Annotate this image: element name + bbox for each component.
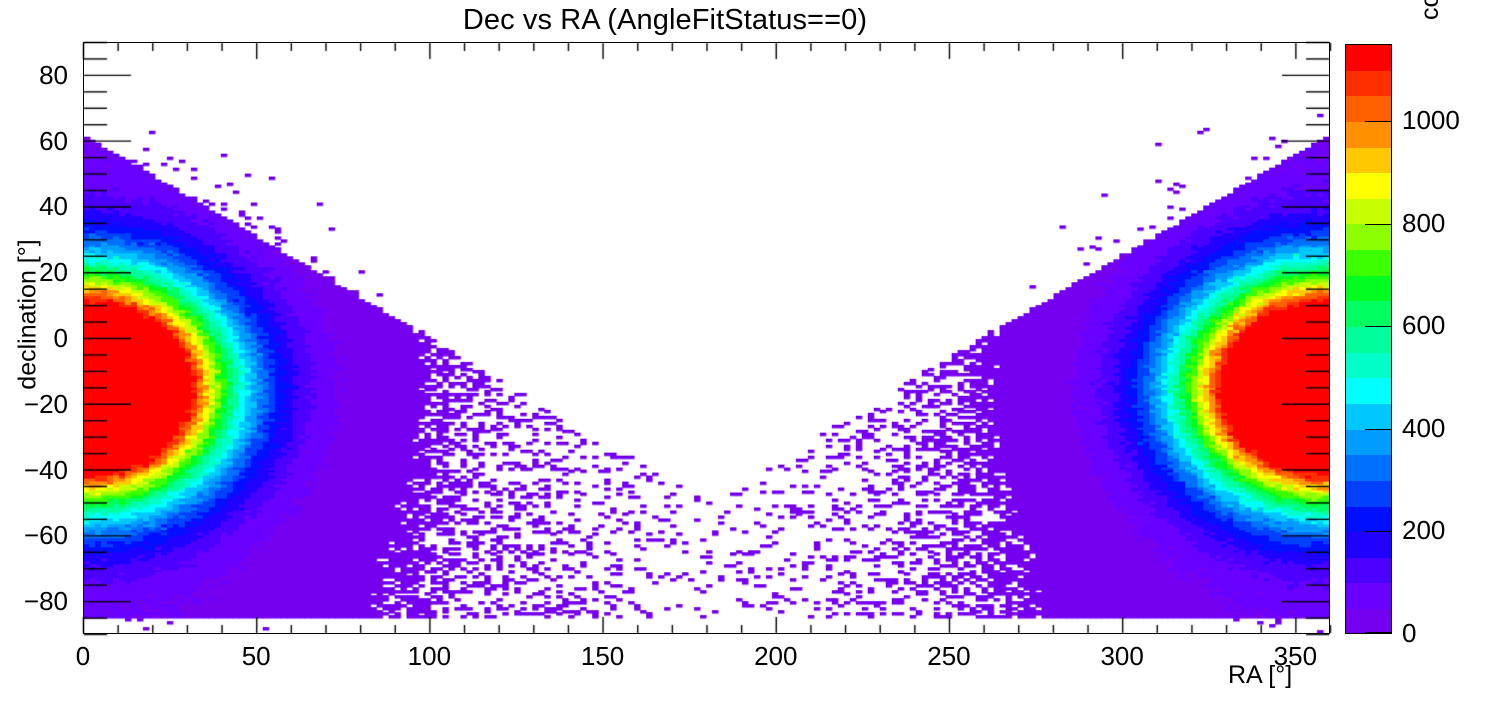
- color-bar-band: [1346, 45, 1391, 71]
- color-bar-band: [1346, 557, 1391, 584]
- x-axis-title: RA [°]: [1228, 661, 1293, 689]
- color-bar-band: [1346, 224, 1391, 251]
- x-tick-label: 50: [241, 641, 271, 671]
- x-tick-label: 0: [75, 641, 91, 671]
- y-tick-label: 80: [39, 59, 68, 90]
- color-bar-band: [1346, 147, 1391, 174]
- color-bar-band: [1346, 121, 1391, 148]
- color-bar-band: [1346, 609, 1391, 633]
- y-tick-label: 20: [39, 257, 68, 288]
- y-tick-label: 40: [39, 191, 68, 222]
- y-tick-label: −40: [23, 454, 68, 485]
- color-bar-band: [1346, 173, 1391, 199]
- color-bar-band: [1346, 352, 1391, 379]
- chart-title: Dec vs RA (AngleFitStatus==0): [462, 4, 868, 36]
- color-bar-band: [1346, 532, 1391, 558]
- x-tick-label: 300: [1100, 641, 1144, 671]
- color-bar: [1345, 44, 1392, 634]
- y-tick-label: 0: [53, 323, 68, 353]
- y-tick-label: −60: [23, 520, 68, 551]
- color-bar-tick-label: 800: [1402, 207, 1446, 238]
- y-tick-label: −20: [23, 388, 68, 419]
- y-axis-title: declination [°]: [13, 239, 42, 390]
- color-bar-band: [1346, 480, 1391, 507]
- color-bar-band: [1346, 275, 1391, 302]
- color-bar-band: [1346, 583, 1391, 610]
- color-bar-tick-label: 0: [1402, 618, 1417, 648]
- color-bar-band: [1346, 301, 1391, 328]
- y-tick-label: 60: [39, 125, 68, 156]
- color-bar-band: [1346, 96, 1391, 122]
- heatmap-canvas: [84, 43, 1329, 633]
- color-bar-band: [1346, 378, 1391, 404]
- x-tick-label: 350: [1273, 641, 1318, 671]
- color-bar-band: [1346, 198, 1391, 225]
- plot-frame: [83, 42, 1330, 634]
- color-bar-band: [1346, 455, 1391, 481]
- color-bar-tick-label: 1000: [1402, 104, 1460, 135]
- x-tick-label: 250: [927, 641, 971, 671]
- color-bar-band: [1346, 70, 1391, 97]
- color-bar-tick-label: 200: [1402, 515, 1446, 546]
- color-bar-title: count: [1416, 0, 1445, 20]
- color-bar-band: [1346, 429, 1391, 456]
- color-bar-band: [1346, 506, 1391, 533]
- color-bar-band: [1346, 250, 1391, 276]
- color-bar-tick-label: 600: [1402, 310, 1446, 341]
- y-tick-label: −80: [23, 586, 68, 617]
- color-bar-tick-label: 400: [1402, 412, 1446, 443]
- x-tick-label: 150: [580, 641, 625, 671]
- x-tick-label: 100: [407, 641, 452, 671]
- color-bar-band: [1346, 327, 1391, 353]
- color-bar-band: [1346, 403, 1391, 430]
- x-tick-label: 200: [754, 641, 798, 671]
